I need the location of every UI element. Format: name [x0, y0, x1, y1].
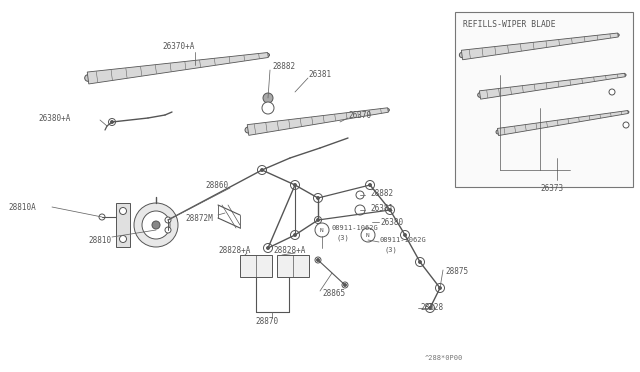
Circle shape: [291, 180, 300, 189]
Circle shape: [314, 217, 321, 224]
Text: 26380: 26380: [380, 218, 403, 227]
Text: 28828: 28828: [420, 304, 443, 312]
Circle shape: [617, 34, 619, 36]
Circle shape: [266, 54, 269, 57]
Circle shape: [385, 205, 394, 215]
Circle shape: [624, 74, 626, 76]
Text: 26380+A: 26380+A: [38, 113, 70, 122]
Text: 28810: 28810: [88, 235, 111, 244]
Text: 08911-1062G: 08911-1062G: [332, 225, 379, 231]
Circle shape: [120, 208, 127, 215]
Circle shape: [314, 193, 323, 202]
Circle shape: [401, 231, 410, 240]
Circle shape: [419, 260, 422, 263]
Circle shape: [257, 166, 266, 174]
Circle shape: [142, 211, 170, 239]
Text: 28882: 28882: [370, 189, 393, 198]
Text: 26381: 26381: [370, 203, 393, 212]
Circle shape: [623, 122, 629, 128]
Circle shape: [496, 130, 500, 134]
Circle shape: [294, 234, 296, 237]
Polygon shape: [461, 33, 618, 60]
Circle shape: [263, 93, 273, 103]
Polygon shape: [247, 108, 388, 135]
Polygon shape: [479, 73, 625, 99]
Circle shape: [259, 167, 266, 173]
Circle shape: [134, 203, 178, 247]
Text: 26370+A: 26370+A: [162, 42, 195, 51]
Circle shape: [415, 257, 424, 266]
Circle shape: [387, 109, 389, 111]
Text: N: N: [366, 232, 370, 237]
Circle shape: [355, 205, 365, 215]
Circle shape: [264, 244, 273, 253]
Circle shape: [120, 235, 127, 243]
Circle shape: [369, 183, 371, 186]
Text: 26373: 26373: [540, 183, 563, 192]
Text: 26381: 26381: [308, 70, 331, 78]
Text: ^288*0P00: ^288*0P00: [425, 355, 463, 361]
Text: (3): (3): [337, 235, 349, 241]
Circle shape: [99, 214, 105, 220]
Text: N: N: [320, 228, 324, 232]
Text: 28872M: 28872M: [185, 214, 212, 222]
Circle shape: [426, 304, 435, 312]
Circle shape: [266, 247, 269, 250]
Circle shape: [315, 223, 329, 237]
Circle shape: [245, 127, 251, 133]
Bar: [455, 12, 633, 187]
Circle shape: [460, 52, 465, 58]
Circle shape: [165, 217, 171, 223]
Polygon shape: [87, 52, 268, 84]
Circle shape: [477, 93, 483, 97]
Bar: [277, 255, 309, 277]
Circle shape: [403, 234, 406, 237]
Text: 28828+A: 28828+A: [273, 246, 305, 254]
Text: 26370: 26370: [348, 110, 371, 119]
Bar: [240, 255, 272, 277]
Circle shape: [317, 218, 319, 221]
Circle shape: [609, 89, 615, 95]
Text: 08911-1062G: 08911-1062G: [380, 237, 427, 243]
Bar: [116, 203, 130, 247]
Text: 28828+A: 28828+A: [218, 246, 250, 254]
Circle shape: [152, 221, 160, 229]
Circle shape: [317, 196, 319, 199]
Circle shape: [262, 102, 274, 114]
Circle shape: [294, 183, 296, 186]
Circle shape: [109, 119, 115, 125]
Circle shape: [260, 169, 264, 171]
Circle shape: [365, 180, 374, 189]
Text: 28860: 28860: [205, 180, 228, 189]
Circle shape: [356, 191, 364, 199]
Circle shape: [438, 286, 442, 289]
Circle shape: [342, 282, 348, 288]
Circle shape: [361, 228, 375, 242]
Circle shape: [388, 208, 392, 212]
Circle shape: [317, 259, 319, 262]
Text: 28882: 28882: [272, 61, 295, 71]
Circle shape: [291, 231, 300, 240]
Circle shape: [84, 75, 92, 81]
Circle shape: [344, 283, 346, 286]
Circle shape: [627, 111, 629, 113]
Text: 28865: 28865: [322, 289, 345, 298]
Circle shape: [429, 307, 431, 310]
Text: REFILLS-WIPER BLADE: REFILLS-WIPER BLADE: [463, 19, 556, 29]
Polygon shape: [497, 110, 628, 135]
Text: 28875: 28875: [445, 267, 468, 276]
Text: (3): (3): [385, 247, 397, 253]
Circle shape: [315, 257, 321, 263]
Text: 28870: 28870: [255, 317, 278, 327]
Circle shape: [165, 227, 171, 233]
Circle shape: [435, 283, 445, 292]
Text: 28810A: 28810A: [8, 202, 36, 212]
Circle shape: [111, 121, 113, 124]
Circle shape: [260, 169, 264, 171]
